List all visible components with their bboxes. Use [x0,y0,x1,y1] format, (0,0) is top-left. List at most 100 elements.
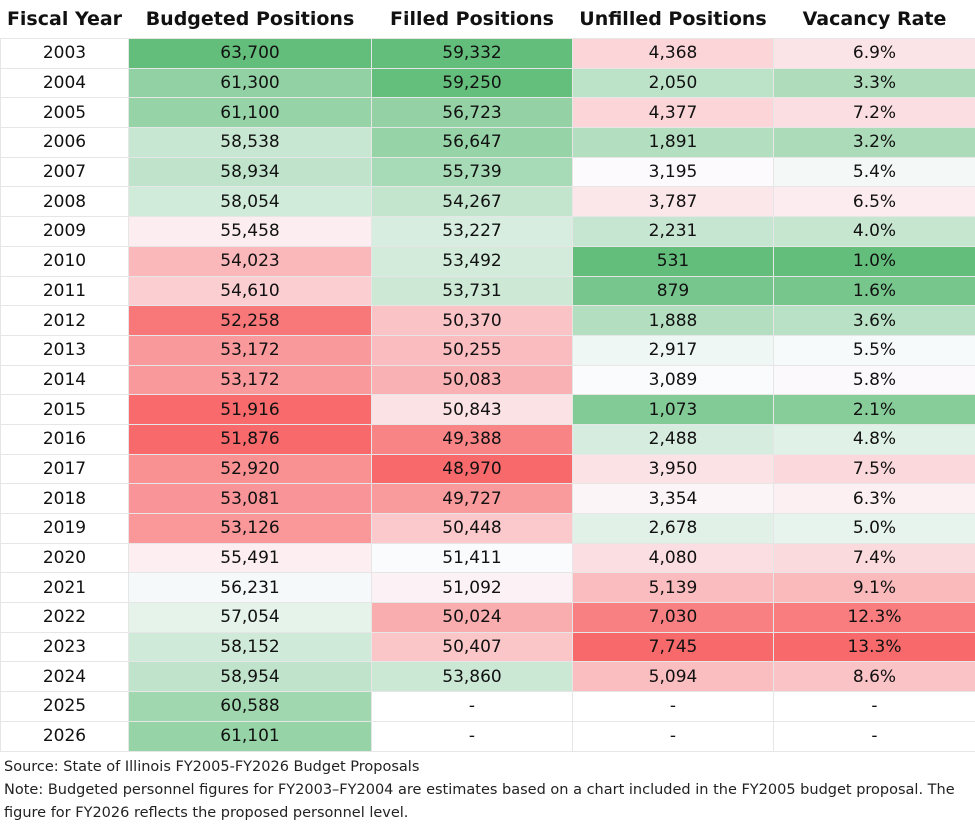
cell-fiscal-year: 2015 [0,394,129,425]
cell-budgeted: 53,081 [128,483,372,514]
cell-unfilled: 3,950 [572,453,774,485]
cell-unfilled: 2,231 [572,216,774,247]
cell-filled: 54,267 [371,186,573,218]
table-row: 2024 58,954 53,860 5,094 8.6% [0,661,975,693]
cell-fiscal-year: 2017 [0,453,129,485]
cell-filled: 59,250 [371,67,573,99]
cell-vacancy-rate: 5.4% [773,156,975,188]
table-row: 2021 56,231 51,092 5,139 9.1% [0,572,975,604]
cell-budgeted: 53,126 [128,513,372,544]
cell-filled: - [371,720,573,752]
cell-vacancy-rate: - [773,720,975,752]
table-row: 2011 54,610 53,731 879 1.6% [0,275,975,307]
cell-fiscal-year: 2023 [0,631,129,663]
cell-filled: 59,332 [371,38,573,69]
cell-filled: 56,723 [371,97,573,129]
table-footer: Source: State of Illinois FY2005-FY2026 … [0,756,964,825]
cell-unfilled: 4,377 [572,97,774,129]
cell-vacancy-rate: 6.3% [773,483,975,514]
cell-unfilled: - [572,691,774,722]
cell-unfilled: 7,030 [572,602,774,633]
cell-budgeted: 53,172 [128,364,372,396]
cell-unfilled: 3,195 [572,156,774,188]
table-row: 2006 58,538 56,647 1,891 3.2% [0,127,975,158]
cell-vacancy-rate: 8.6% [773,661,975,693]
table-row: 2008 58,054 54,267 3,787 6.5% [0,186,975,218]
cell-filled: 50,370 [371,305,573,336]
cell-budgeted: 57,054 [128,602,372,633]
cell-unfilled: 7,745 [572,631,774,663]
cell-vacancy-rate: 5.0% [773,513,975,544]
cell-fiscal-year: 2013 [0,334,129,366]
cell-budgeted: 52,920 [128,453,372,485]
table-row: 2026 61,101- - - [0,720,975,752]
header-unfilled-positions: Unfilled Positions [579,8,767,30]
cell-filled: 53,731 [371,275,573,307]
cell-budgeted: 58,538 [128,127,372,158]
cell-unfilled: 3,787 [572,186,774,218]
cell-unfilled: 2,050 [572,67,774,99]
cell-fiscal-year: 2016 [0,423,129,455]
table-row: 2016 51,876 49,388 2,488 4.8% [0,423,975,455]
table-row: 2023 58,152 50,407 7,745 13.3% [0,631,975,663]
cell-budgeted: 63,700 [128,38,372,69]
cell-filled: 55,739 [371,156,573,188]
table-row: 2018 53,081 49,727 3,354 6.3% [0,483,975,514]
table-body: 2003 63,700 59,332 4,368 6.9% 2004 61,300 59,25… [0,38,975,752]
cell-budgeted: 58,954 [128,661,372,693]
cell-vacancy-rate: 9.1% [773,572,975,604]
cell-unfilled: 1,891 [572,127,774,158]
cell-budgeted: 54,610 [128,275,372,307]
cell-fiscal-year: 2019 [0,513,129,544]
table-row: 2013 53,172 50,255 2,917 5.5% [0,334,975,366]
cell-budgeted: 55,491 [128,542,372,574]
cell-fiscal-year: 2004 [0,67,129,99]
cell-budgeted: 61,100 [128,97,372,129]
cell-filled: 53,227 [371,216,573,247]
cell-fiscal-year: 2007 [0,156,129,188]
table-row: 2007 58,934 55,739 3,195 5.4% [0,156,975,188]
cell-fiscal-year: 2026 [0,720,129,752]
cell-vacancy-rate: - [773,691,975,722]
header-budgeted-positions: Budgeted Positions [145,8,355,30]
cell-fiscal-year: 2009 [0,216,129,247]
table-row: 2015 51,916 50,843 1,073 2.1% [0,394,975,425]
cell-unfilled: 3,354 [572,483,774,514]
cell-unfilled: - [572,720,774,752]
cell-fiscal-year: 2010 [0,245,129,277]
cell-unfilled: 2,488 [572,423,774,455]
table-row: 2019 53,126 50,448 2,678 5.0% [0,513,975,544]
cell-vacancy-rate: 13.3% [773,631,975,663]
cell-filled: - [371,691,573,722]
cell-fiscal-year: 2012 [0,305,129,336]
cell-budgeted: 52,258 [128,305,372,336]
cell-fiscal-year: 2020 [0,542,129,574]
cell-filled: 50,083 [371,364,573,396]
cell-vacancy-rate: 4.8% [773,423,975,455]
table-row: 2010 54,023 53,492 531 1.0% [0,245,975,277]
cell-fiscal-year: 2021 [0,572,129,604]
source-note: Source: State of Illinois FY2005-FY2026 … [4,758,420,775]
cell-unfilled: 3,089 [572,364,774,396]
vacancy-table: Fiscal Year Budgeted Positions Filled Po… [0,0,975,752]
cell-fiscal-year: 2011 [0,275,129,307]
cell-fiscal-year: 2005 [0,97,129,129]
cell-unfilled: 5,139 [572,572,774,604]
header-fiscal-year: Fiscal Year [6,8,123,30]
cell-filled: 51,092 [371,572,573,604]
table-row: 2005 61,100 56,723 4,377 7.2% [0,97,975,129]
cell-budgeted: 61,101 [128,720,372,752]
table-row: 2004 61,300 59,250 2,050 3.3% [0,67,975,99]
cell-fiscal-year: 2006 [0,127,129,158]
table-row: 2012 52,258 50,370 1,888 3.6% [0,305,975,336]
header-row: Fiscal Year Budgeted Positions Filled Po… [1,0,975,39]
cell-budgeted: 51,916 [128,394,372,425]
cell-vacancy-rate: 7.4% [773,542,975,574]
cell-vacancy-rate: 12.3% [773,602,975,633]
cell-unfilled: 879 [572,275,774,307]
cell-vacancy-rate: 2.1% [773,394,975,425]
cell-fiscal-year: 2003 [0,38,129,69]
cell-unfilled: 4,080 [572,542,774,574]
cell-fiscal-year: 2025 [0,691,129,722]
cell-budgeted: 56,231 [128,572,372,604]
